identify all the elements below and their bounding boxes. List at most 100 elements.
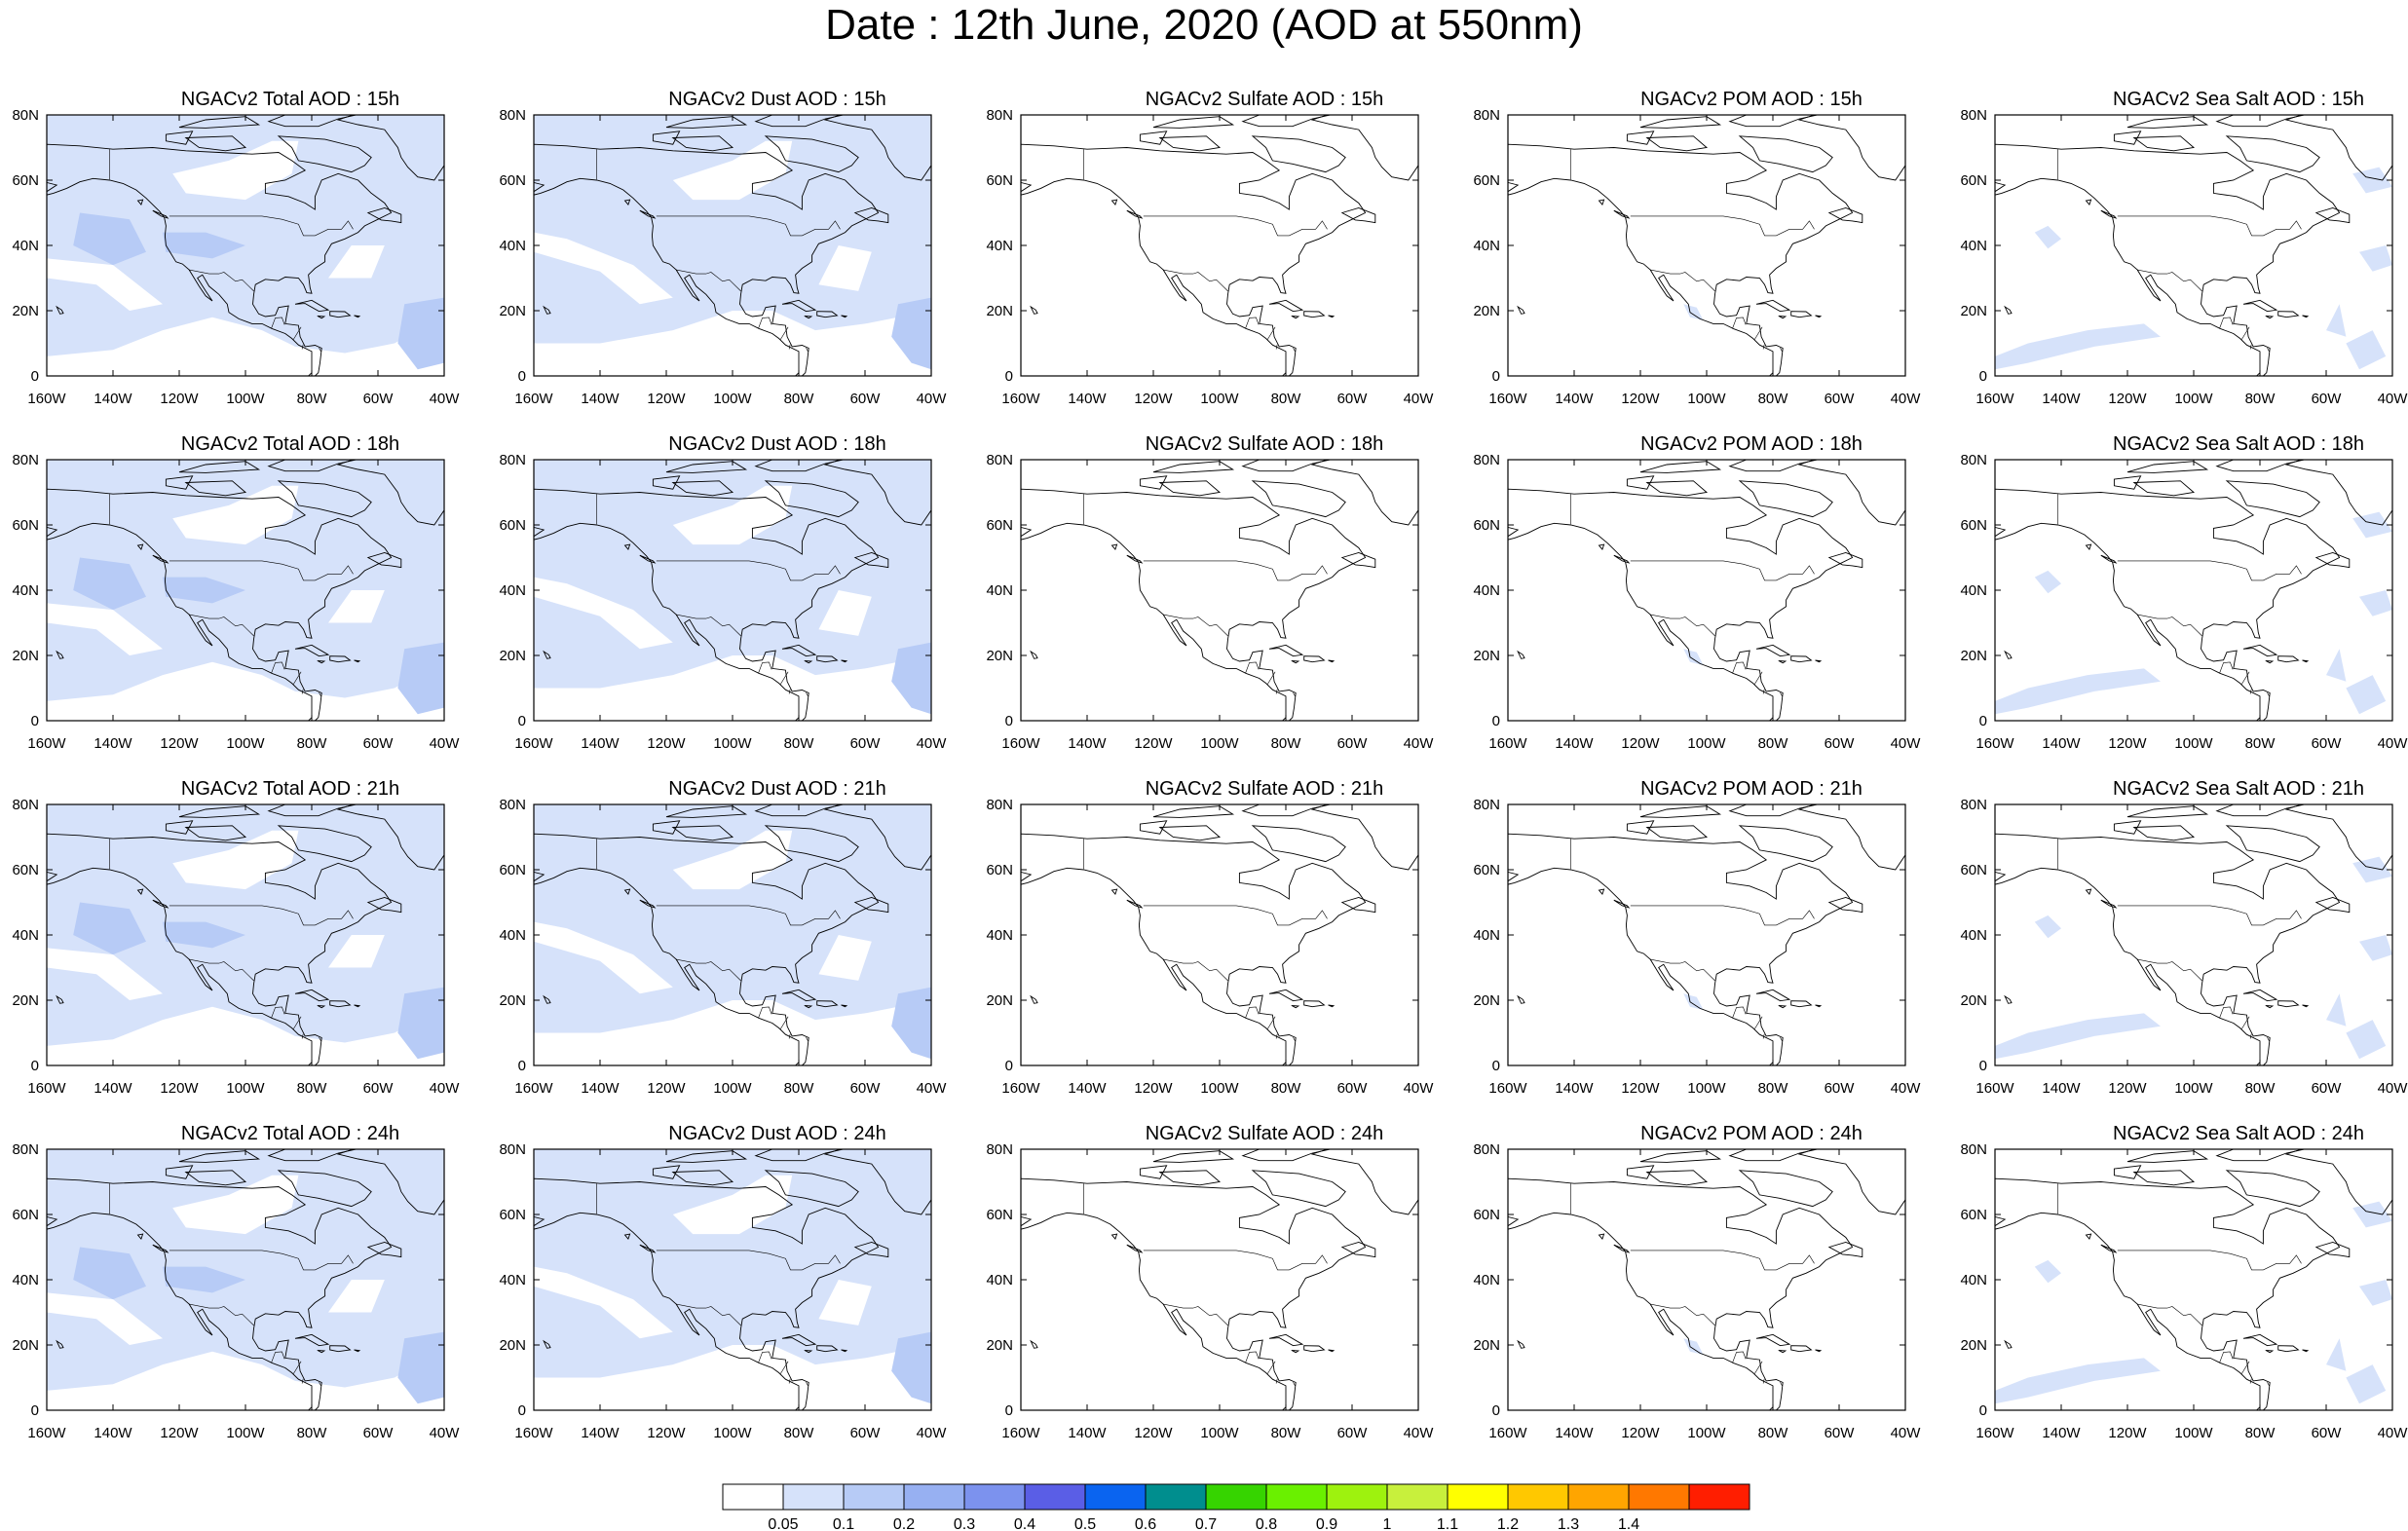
map-plot: 160W 140W 120W 100W 80W 60W 40W 0 20N 40N 60N 80N [986, 107, 1434, 407]
coastline [1778, 659, 1787, 664]
lon-tick-label: 140W [2042, 391, 2081, 407]
coastline [277, 825, 372, 863]
lon-tick-label: 120W [1621, 391, 1660, 407]
aod-field [891, 297, 931, 370]
lon-tick-label: 120W [160, 1425, 199, 1441]
lat-tick-label: 60N [12, 517, 39, 534]
lon-tick-label: 60W [850, 1080, 882, 1097]
lon-tick-label: 120W [1134, 391, 1173, 407]
country-border [169, 1250, 354, 1271]
lat-tick-label: 40N [12, 927, 39, 944]
coastline [2126, 1150, 2209, 1163]
lon-tick-label: 140W [2042, 1080, 2081, 1097]
coastline [165, 1165, 194, 1179]
coastline [764, 1170, 859, 1208]
coastline [764, 825, 859, 863]
colorbar-swatch [1567, 1483, 1630, 1511]
lon-tick-label: 120W [647, 1425, 686, 1441]
coastline [2126, 116, 2209, 129]
lat-tick-label: 20N [986, 992, 1013, 1009]
country-border [1143, 560, 1328, 581]
coastline [2277, 655, 2300, 663]
country-border [758, 661, 772, 674]
map-plot: 160W 140W 120W 100W 80W 60W 40W 0 20N 40N 60N 80N [12, 107, 460, 407]
coastline [366, 1242, 402, 1258]
lon-tick-label: 100W [1687, 391, 1726, 407]
lon-tick-label: 80W [1758, 391, 1789, 407]
lon-tick-label: 100W [226, 1425, 265, 1441]
country-border [1762, 1378, 1765, 1384]
country-border [2249, 1378, 2252, 1384]
lon-tick-label: 140W [94, 1425, 132, 1441]
coastline [2302, 1349, 2310, 1353]
lat-tick-label: 80N [1473, 107, 1500, 124]
coastline [1158, 135, 1222, 152]
lat-tick-label: 80N [12, 1141, 39, 1158]
lat-tick-label: 80N [12, 452, 39, 468]
country-border [1630, 1250, 1815, 1271]
map-plot: 160W 140W 120W 100W 80W 60W 40W 0 20N 40N 60N 80N [12, 1141, 460, 1441]
country-border [1650, 269, 1715, 292]
coastline [1030, 305, 1038, 315]
country-border [1754, 1361, 1763, 1374]
coastline [1340, 207, 1376, 224]
lat-tick-label: 60N [986, 862, 1013, 878]
coastline [2113, 131, 2142, 145]
panel-title: NGACv2 Total AOD : 24h [180, 1123, 400, 1144]
coastline [1328, 1004, 1336, 1008]
colorbar-swatch [1628, 1483, 1690, 1511]
coastline [754, 115, 846, 128]
coastline [1815, 659, 1823, 663]
map-panel: NGACv2 Sulfate AOD : 18h 160W 140W 120W 100W… [986, 432, 1508, 778]
colorbar-label: 1.4 [1618, 1516, 1639, 1531]
aod-field [2346, 330, 2387, 370]
aod-field [672, 485, 793, 545]
coastline [1517, 305, 1525, 315]
coastline [2215, 460, 2307, 472]
lat-tick-label: 0 [518, 1058, 526, 1074]
country-border [293, 1016, 302, 1029]
coastline [2126, 461, 2209, 473]
coastline [823, 460, 931, 526]
panel-title: NGACv2 Sulfate AOD : 15h [1145, 89, 1384, 110]
lat-tick-label: 20N [986, 648, 1013, 664]
lon-tick-label: 80W [1758, 1425, 1789, 1441]
coastline [2100, 899, 2118, 909]
lat-tick-label: 60N [12, 862, 39, 878]
country-border [1732, 1351, 1747, 1363]
panel-title: NGACv2 Sea Salt AOD : 15h [2113, 89, 2364, 110]
country-border [169, 215, 354, 237]
aod-field [818, 1280, 872, 1326]
country-border [189, 958, 254, 982]
lon-tick-label: 60W [363, 391, 395, 407]
lat-tick-label: 0 [518, 1402, 526, 1419]
lon-tick-label: 40W [2378, 1080, 2408, 1097]
lon-tick-label: 80W [784, 1425, 815, 1441]
lon-tick-label: 140W [581, 1080, 620, 1097]
coastline [671, 480, 734, 497]
country-border [2241, 671, 2250, 685]
country-border [2117, 1250, 2302, 1271]
coastline [1815, 1349, 1823, 1353]
coastline [1251, 480, 1346, 518]
coastline [1310, 115, 1418, 181]
map-panel: NGACv2 Dust AOD : 15h 160W 140W 120W 100W 80W… [499, 88, 1021, 433]
lon-tick-label: 60W [2312, 391, 2343, 407]
lon-tick-label: 60W [1337, 391, 1369, 407]
coastline [1797, 460, 1905, 526]
coastline [47, 833, 393, 1065]
lon-tick-label: 160W [514, 735, 553, 752]
country-border [2117, 215, 2302, 237]
map-plot: 160W 140W 120W 100W 80W 60W 40W 0 20N 40N 60N 80N [1960, 797, 2408, 1097]
colorbar-label: 0.9 [1316, 1516, 1337, 1531]
lon-tick-label: 120W [647, 1080, 686, 1097]
lat-tick-label: 0 [1979, 1402, 1987, 1419]
lon-tick-label: 160W [1001, 391, 1040, 407]
map-plot: 160W 140W 120W 100W 80W 60W 40W 0 20N 40N 60N 80N [1960, 1141, 2408, 1441]
country-border [656, 1250, 841, 1271]
coastline [2314, 552, 2351, 569]
lon-tick-label: 60W [2312, 1425, 2343, 1441]
aod-field [534, 115, 931, 344]
lat-tick-label: 0 [31, 1058, 39, 1074]
aod-field [163, 1266, 245, 1293]
